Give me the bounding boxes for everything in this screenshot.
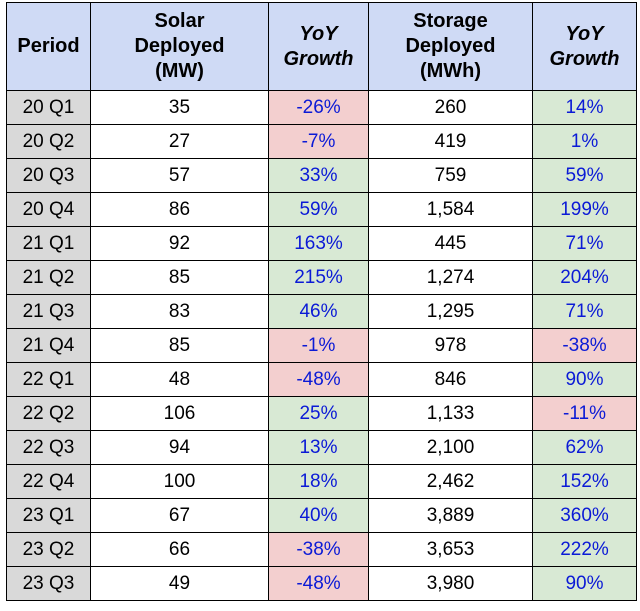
period-cell: 20 Q3 <box>6 158 91 193</box>
solar-yoy-cell: 18% <box>268 464 369 499</box>
storage-deployed-cell: 419 <box>368 124 533 159</box>
table-row: 20 Q3 57 33% 759 59% <box>6 158 637 193</box>
solar-yoy-cell: -26% <box>268 90 369 125</box>
solar-deployed-cell: 27 <box>90 124 269 159</box>
solar-deployed-cell: 67 <box>90 498 269 533</box>
storage-yoy-cell: 204% <box>532 260 637 295</box>
period-cell: 21 Q4 <box>6 328 91 363</box>
table-body: 20 Q1 35 -26% 260 14% 20 Q2 27 -7% 419 1% 20 Q3 57 3… <box>6 90 637 601</box>
period-cell: 20 Q4 <box>6 192 91 227</box>
solar-deployed-cell: 92 <box>90 226 269 261</box>
table-row: 22 Q1 48 -48% 846 90% <box>6 362 637 397</box>
header-row: Period Solar Deployed (MW) YoY Growth St… <box>6 2 637 91</box>
solar-yoy-cell: 163% <box>268 226 369 261</box>
table-row: 20 Q4 86 59% 1,584 199% <box>6 192 637 227</box>
solar-yoy-cell: 59% <box>268 192 369 227</box>
table-row: 21 Q3 83 46% 1,295 71% <box>6 294 637 329</box>
solar-deployed-cell: 49 <box>90 566 269 601</box>
period-cell: 23 Q1 <box>6 498 91 533</box>
storage-deployed-cell: 2,100 <box>368 430 533 465</box>
storage-deployed-cell: 1,274 <box>368 260 533 295</box>
storage-deployed-cell: 2,462 <box>368 464 533 499</box>
table-row: 23 Q1 67 40% 3,889 360% <box>6 498 637 533</box>
storage-deployed-cell: 3,889 <box>368 498 533 533</box>
solar-deployed-cell: 85 <box>90 328 269 363</box>
table-row: 23 Q2 66 -38% 3,653 222% <box>6 532 637 567</box>
table-row: 22 Q2 106 25% 1,133 -11% <box>6 396 637 431</box>
solar-deployed-cell: 86 <box>90 192 269 227</box>
period-cell: 20 Q1 <box>6 90 91 125</box>
solar-deployed-cell: 83 <box>90 294 269 329</box>
solar-deployed-cell: 94 <box>90 430 269 465</box>
period-cell: 23 Q3 <box>6 566 91 601</box>
storage-yoy-cell: 62% <box>532 430 637 465</box>
period-cell: 22 Q4 <box>6 464 91 499</box>
period-cell: 21 Q1 <box>6 226 91 261</box>
storage-yoy-cell: 90% <box>532 362 637 397</box>
solar-deployed-cell: 48 <box>90 362 269 397</box>
storage-deployed-cell: 978 <box>368 328 533 363</box>
period-cell: 22 Q2 <box>6 396 91 431</box>
period-cell: 21 Q3 <box>6 294 91 329</box>
table-row: 20 Q2 27 -7% 419 1% <box>6 124 637 159</box>
storage-yoy-cell: 59% <box>532 158 637 193</box>
table-row: 21 Q4 85 -1% 978 -38% <box>6 328 637 363</box>
solar-yoy-cell: -48% <box>268 566 369 601</box>
storage-yoy-header: YoY Growth <box>532 2 637 91</box>
solar-yoy-cell: 13% <box>268 430 369 465</box>
solar-deployed-cell: 85 <box>90 260 269 295</box>
storage-deployed-cell: 3,980 <box>368 566 533 601</box>
solar-deployed-cell: 100 <box>90 464 269 499</box>
storage-yoy-cell: 360% <box>532 498 637 533</box>
storage-header: Storage Deployed (MWh) <box>368 2 533 91</box>
storage-deployed-cell: 1,295 <box>368 294 533 329</box>
period-cell: 22 Q1 <box>6 362 91 397</box>
solar-deployed-cell: 106 <box>90 396 269 431</box>
storage-deployed-cell: 759 <box>368 158 533 193</box>
storage-yoy-cell: 222% <box>532 532 637 567</box>
solar-deployed-cell: 66 <box>90 532 269 567</box>
table-row: 23 Q3 49 -48% 3,980 90% <box>6 566 637 601</box>
storage-yoy-cell: 71% <box>532 294 637 329</box>
storage-deployed-cell: 445 <box>368 226 533 261</box>
storage-deployed-cell: 1,584 <box>368 192 533 227</box>
storage-yoy-cell: 1% <box>532 124 637 159</box>
solar-header: Solar Deployed (MW) <box>90 2 269 91</box>
solar-yoy-cell: 46% <box>268 294 369 329</box>
storage-yoy-cell: 71% <box>532 226 637 261</box>
period-cell: 22 Q3 <box>6 430 91 465</box>
table-row: 21 Q2 85 215% 1,274 204% <box>6 260 637 295</box>
table-row: 22 Q3 94 13% 2,100 62% <box>6 430 637 465</box>
storage-yoy-cell: 199% <box>532 192 637 227</box>
table-row: 22 Q4 100 18% 2,462 152% <box>6 464 637 499</box>
storage-deployed-cell: 3,653 <box>368 532 533 567</box>
storage-yoy-cell: -11% <box>532 396 637 431</box>
storage-deployed-cell: 846 <box>368 362 533 397</box>
period-header: Period <box>6 2 91 91</box>
storage-yoy-cell: -38% <box>532 328 637 363</box>
solar-yoy-header: YoY Growth <box>268 2 369 91</box>
solar-yoy-cell: -7% <box>268 124 369 159</box>
solar-yoy-cell: -1% <box>268 328 369 363</box>
deployment-table: Period Solar Deployed (MW) YoY Growth St… <box>6 2 637 601</box>
solar-yoy-cell: 33% <box>268 158 369 193</box>
storage-deployed-cell: 1,133 <box>368 396 533 431</box>
storage-yoy-cell: 14% <box>532 90 637 125</box>
period-cell: 23 Q2 <box>6 532 91 567</box>
solar-deployed-cell: 35 <box>90 90 269 125</box>
solar-deployed-cell: 57 <box>90 158 269 193</box>
solar-yoy-cell: 215% <box>268 260 369 295</box>
table-row: 20 Q1 35 -26% 260 14% <box>6 90 637 125</box>
period-cell: 20 Q2 <box>6 124 91 159</box>
period-cell: 21 Q2 <box>6 260 91 295</box>
table-row: 21 Q1 92 163% 445 71% <box>6 226 637 261</box>
solar-yoy-cell: -48% <box>268 362 369 397</box>
storage-yoy-cell: 90% <box>532 566 637 601</box>
storage-yoy-cell: 152% <box>532 464 637 499</box>
solar-yoy-cell: -38% <box>268 532 369 567</box>
solar-yoy-cell: 25% <box>268 396 369 431</box>
solar-yoy-cell: 40% <box>268 498 369 533</box>
storage-deployed-cell: 260 <box>368 90 533 125</box>
